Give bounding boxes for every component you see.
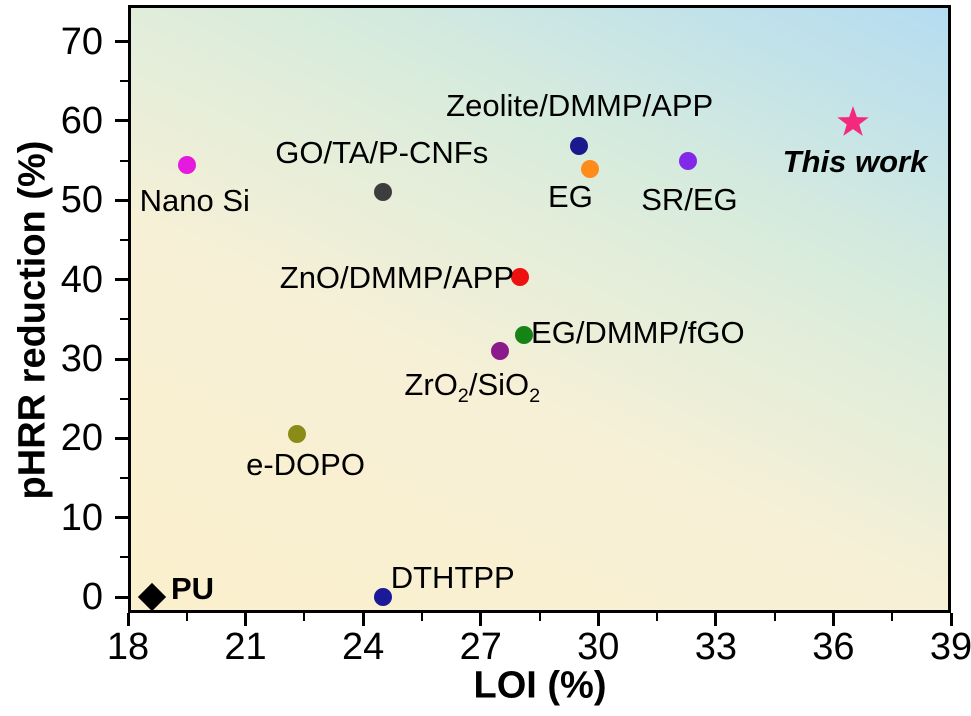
point-label-zno-dmmp-app: ZnO/DMMP/APP — [279, 260, 515, 296]
point-label-pu: PU — [170, 571, 215, 607]
y-major-tick — [115, 198, 128, 202]
data-point-sr-eg — [679, 151, 698, 170]
x-tick-label: 30 — [577, 626, 620, 668]
data-point-eg — [581, 159, 600, 178]
data-point-dthtpp — [373, 588, 392, 607]
point-label-zeolite-dmmp-app: Zeolite/DMMP/APP — [446, 88, 714, 124]
y-major-tick — [115, 436, 128, 440]
plot-area — [128, 5, 951, 613]
y-tick-label: 60 — [60, 99, 103, 142]
point-label-nano-si: Nano Si — [139, 182, 250, 218]
y-tick-label: 50 — [60, 179, 103, 222]
y-minor-tick — [120, 318, 128, 321]
x-major-tick — [949, 613, 953, 626]
star-icon — [835, 104, 871, 138]
y-minor-tick — [120, 477, 128, 480]
x-major-tick — [596, 613, 600, 626]
point-label-zro2-sio2: ZrO2/SiO2 — [404, 367, 541, 408]
x-tick-label: 33 — [694, 626, 737, 668]
y-major-tick — [115, 516, 128, 520]
x-major-tick — [244, 613, 248, 626]
x-tick-label: 21 — [224, 626, 267, 668]
x-minor-tick — [773, 613, 776, 621]
point-label-e-dopo: e-DOPO — [246, 447, 365, 483]
x-tick-label: 27 — [459, 626, 502, 668]
x-tick-label: 18 — [106, 626, 150, 668]
x-minor-tick — [185, 613, 188, 621]
x-major-tick — [479, 613, 483, 626]
point-label-sr-eg: SR/EG — [641, 181, 738, 217]
x-tick-label: 36 — [812, 626, 855, 668]
x-major-tick — [361, 613, 365, 626]
y-major-tick — [115, 278, 128, 282]
point-label-this-work: This work — [782, 143, 928, 179]
point-label-go-ta-p-cnfs: GO/TA/P-CNFs — [275, 135, 489, 171]
x-minor-tick — [538, 613, 541, 621]
x-axis-title: LOI (%) — [473, 664, 607, 707]
y-major-tick — [115, 40, 128, 43]
data-point-zno-dmmp-app — [510, 268, 529, 287]
point-label-eg: EG — [548, 178, 593, 214]
x-tick-label: 39 — [929, 626, 971, 668]
y-minor-tick — [120, 238, 128, 241]
y-major-tick — [115, 357, 128, 361]
point-label-dthtpp: DTHTPP — [390, 560, 515, 596]
x-minor-tick — [656, 613, 659, 621]
y-minor-tick — [120, 80, 128, 83]
data-point-e-dopo — [287, 425, 306, 444]
data-point-nano-si — [177, 155, 196, 174]
y-tick-label: 70 — [60, 20, 103, 63]
y-tick-label: 10 — [60, 496, 103, 539]
y-minor-tick — [120, 397, 128, 400]
x-major-tick — [714, 613, 718, 626]
data-point-zro2-sio2 — [491, 342, 510, 361]
y-tick-label: 20 — [60, 417, 103, 460]
y-minor-tick — [120, 556, 128, 559]
y-tick-label: 40 — [60, 258, 103, 301]
point-label-eg-dmmp-fgo: EG/DMMP/fGO — [531, 315, 745, 351]
y-axis-title: pHRR reduction (%) — [11, 140, 54, 500]
x-minor-tick — [420, 613, 423, 621]
y-major-tick — [115, 119, 128, 123]
x-major-tick — [126, 613, 130, 626]
data-point-zeolite-dmmp-app — [569, 137, 588, 156]
x-major-tick — [831, 613, 835, 626]
x-minor-tick — [891, 613, 894, 621]
x-minor-tick — [303, 613, 306, 621]
y-major-tick — [115, 595, 128, 599]
data-point-eg-dmmp-fgo — [514, 326, 533, 345]
y-minor-tick — [120, 159, 128, 162]
x-tick-label: 24 — [342, 626, 385, 668]
y-tick-label: 0 — [81, 576, 103, 619]
y-tick-label: 30 — [60, 338, 103, 380]
data-point-go-ta-p-cnfs — [373, 183, 392, 202]
